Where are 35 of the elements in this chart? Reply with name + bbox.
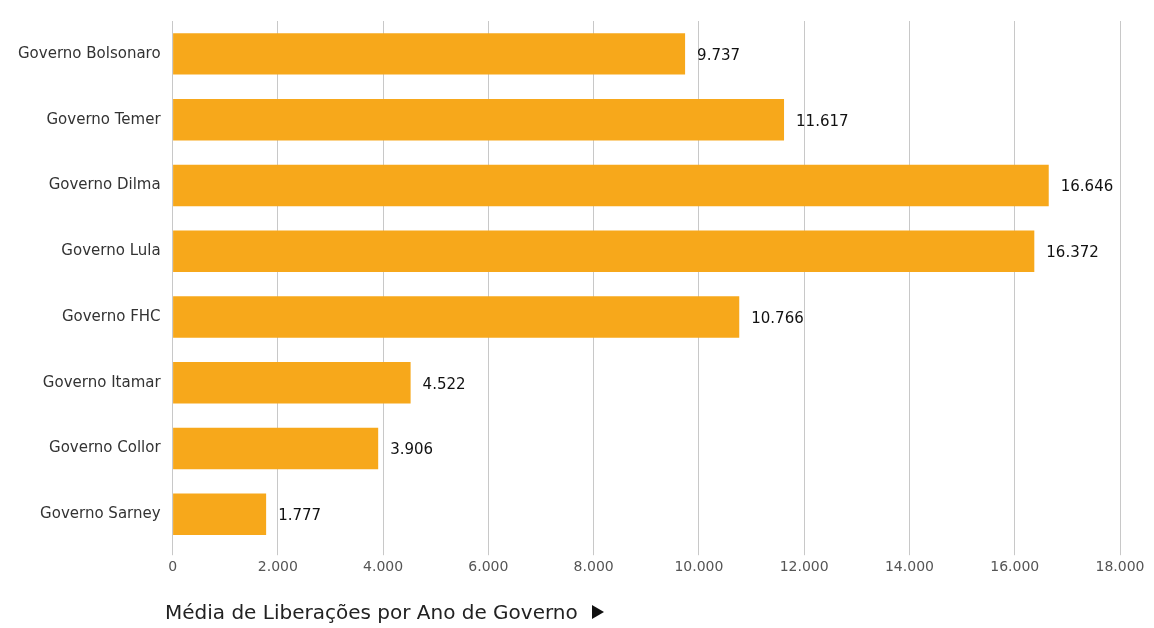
x-tick-label: 18.000 (1095, 558, 1145, 575)
bar (173, 296, 740, 338)
y-tick-label: Governo Lula (61, 241, 161, 260)
bar (173, 493, 267, 536)
y-tick-label: Governo FHC (61, 306, 161, 325)
x-tick-label: 14.000 (884, 558, 934, 575)
bar (173, 164, 1049, 207)
x-tick-label: 10.000 (674, 558, 724, 575)
y-tick-label: Governo Temer (46, 109, 162, 128)
y-tick-label: Governo Dilma (48, 175, 161, 194)
bar (173, 230, 1035, 272)
bar (173, 33, 686, 75)
data-label: 11.617 (796, 111, 849, 130)
data-label: 1.777 (278, 506, 322, 525)
y-tick-label: Governo Itamar (42, 372, 162, 391)
bar (173, 362, 411, 404)
x-tick-label: 6.000 (468, 558, 509, 575)
x-tick-label: 16.000 (990, 558, 1040, 575)
y-tick-label: Governo Collor (49, 438, 162, 457)
y-tick-label: Governo Bolsonaro (17, 43, 161, 62)
data-label: 9.737 (697, 45, 741, 64)
data-label: 10.766 (751, 308, 804, 327)
x-tick-label: 4.000 (363, 558, 404, 575)
x-axis-title: Média de Liberações por Ano de Governo (165, 600, 578, 624)
data-label: 3.906 (390, 440, 434, 459)
data-label: 16.646 (1060, 177, 1114, 196)
bar (173, 427, 379, 470)
x-tick-label: 8.000 (573, 558, 614, 575)
y-tick-label: Governo Sarney (40, 504, 161, 523)
x-tick-label: 0 (168, 558, 178, 575)
x-tick-label: 2.000 (257, 558, 298, 575)
x-tick-label: 12.000 (779, 558, 829, 575)
data-label: 4.522 (422, 374, 466, 393)
data-label: 16.372 (1046, 243, 1099, 262)
bar (173, 98, 785, 141)
